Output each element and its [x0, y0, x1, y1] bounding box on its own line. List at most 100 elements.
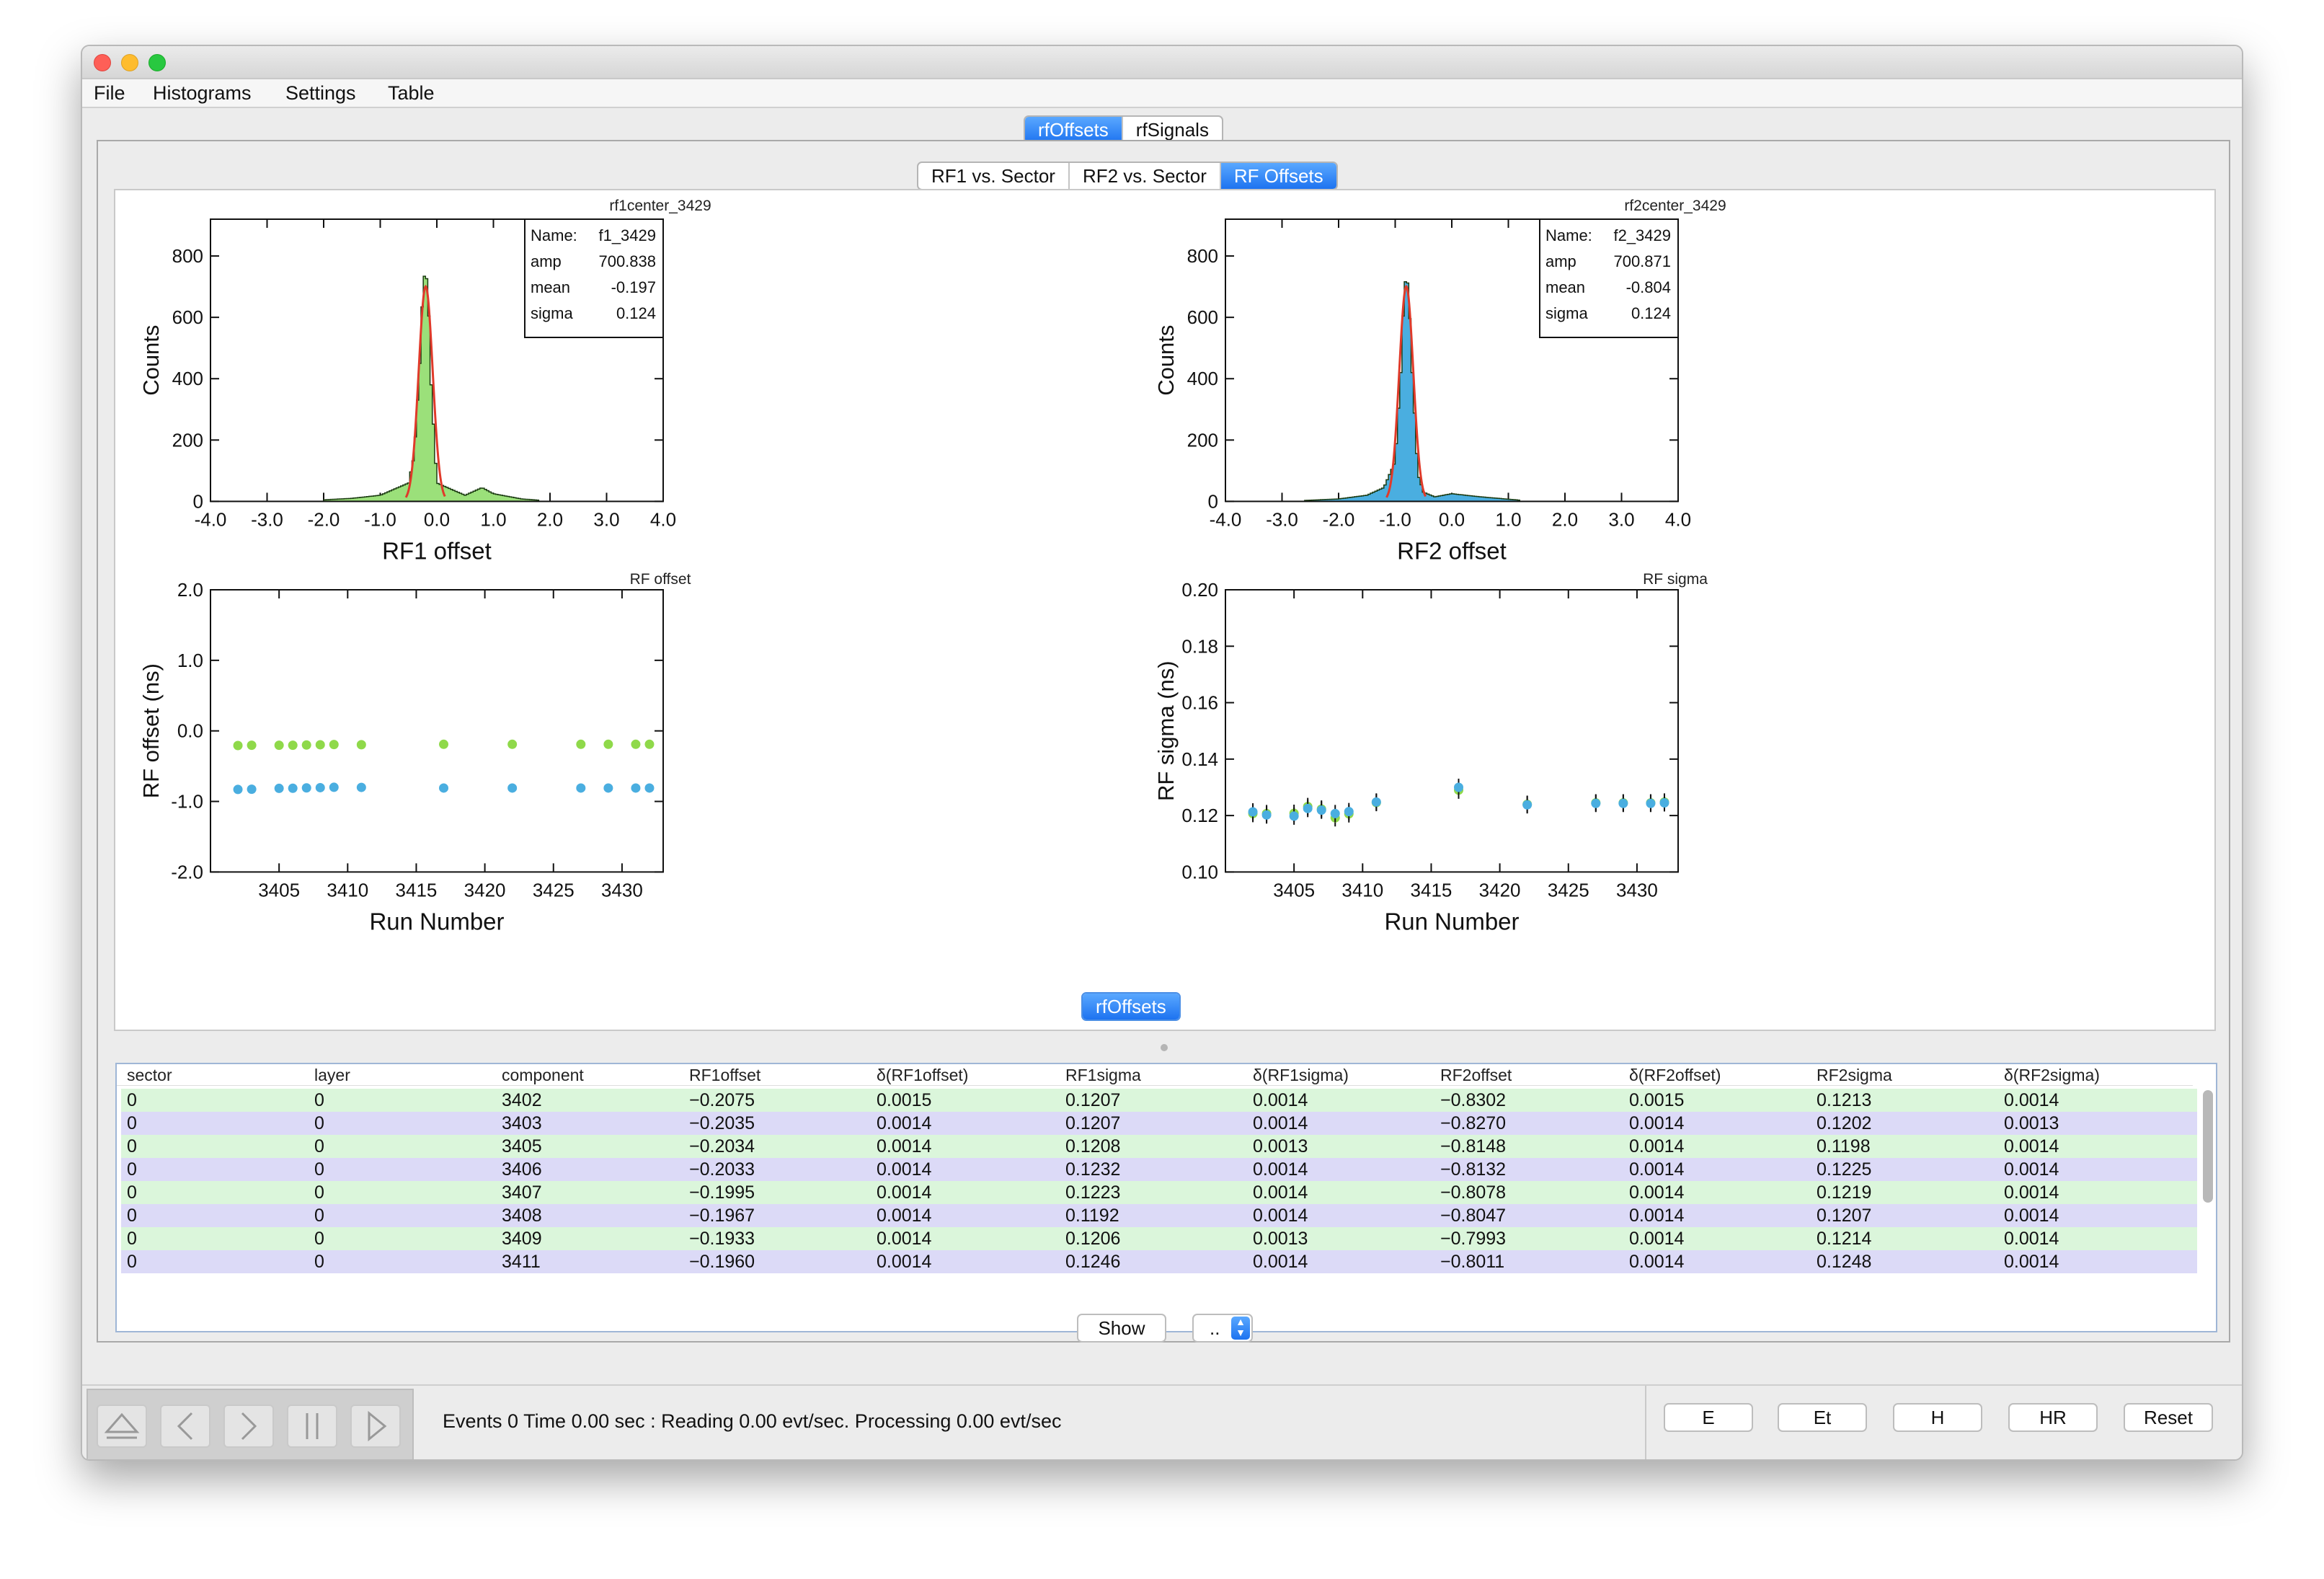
- maximize-window-icon[interactable]: [148, 54, 166, 71]
- x-tick-label: -2.0: [1323, 508, 1355, 530]
- table-cell: 0.1225: [1817, 1159, 1872, 1180]
- tab-rf1-vs-sector[interactable]: RF1 vs. Sector: [918, 163, 1070, 189]
- table-cell: 0.0014: [877, 1252, 932, 1272]
- column-header[interactable]: RF2sigma: [1817, 1066, 1892, 1084]
- tab-rf-offsets[interactable]: RF Offsets: [1220, 163, 1336, 189]
- column-header[interactable]: δ(RF1sigma): [1253, 1066, 1349, 1084]
- play-button[interactable]: [350, 1405, 401, 1448]
- tab-table-rfoffsets[interactable]: rfOffsets: [1083, 994, 1179, 1020]
- minimize-window-icon[interactable]: [121, 54, 138, 71]
- tab-rfsignals[interactable]: rfSignals: [1135, 119, 1209, 141]
- hr-button[interactable]: HR: [2008, 1403, 2098, 1432]
- options-select[interactable]: .. ▲ ▼: [1192, 1314, 1253, 1343]
- table-row[interactable]: 0 0 3411 −0.1960 0.0014 0.1246 0.0014 −0.8011 0.…: [121, 1250, 2197, 1273]
- table-row[interactable]: 0 0 3402 −0.2075 0.0015 0.1207 0.0014 −0.8302 0.…: [121, 1089, 2197, 1112]
- table-label-tab: rfOffsets: [1081, 992, 1181, 1021]
- table-row[interactable]: 0 0 3407 −0.1995 0.0014 0.1223 0.0014 −0.8078 0.…: [121, 1181, 2197, 1204]
- table-cell: 0.1192: [1065, 1206, 1119, 1226]
- x-tick-label: 3425: [1548, 879, 1589, 901]
- tab-rf2-vs-sector[interactable]: RF2 vs. Sector: [1070, 163, 1221, 189]
- table-row[interactable]: 0 0 3406 −0.2033 0.0014 0.1232 0.0014 −0.8132 0.…: [121, 1158, 2197, 1181]
- x-tick-label: 3425: [533, 879, 575, 901]
- x-tick-label: 3410: [1341, 879, 1383, 901]
- table-row[interactable]: 0 0 3409 −0.1933 0.0014 0.1206 0.0013 −0.7993 0.…: [121, 1227, 2197, 1250]
- menu-settings[interactable]: Settings: [285, 82, 356, 104]
- table-cell: 0.0014: [1253, 1252, 1308, 1272]
- menu-table[interactable]: Table: [388, 82, 435, 104]
- table-cell: 0: [314, 1182, 324, 1203]
- split-divider-handle[interactable]: [1161, 1044, 1168, 1051]
- bottom-toolbar: Events 0 Time 0.00 sec : Reading 0.00 ev…: [82, 1384, 2242, 1459]
- column-header[interactable]: RF1offset: [689, 1066, 761, 1084]
- table-cell: 0.0014: [1253, 1113, 1308, 1133]
- show-button[interactable]: Show: [1077, 1314, 1166, 1343]
- stats-key: amp: [1545, 252, 1576, 270]
- data-point: [507, 739, 518, 749]
- x-tick-label: 3430: [601, 879, 643, 901]
- select-stepper-icon: ▲ ▼: [1231, 1317, 1250, 1340]
- table-cell: 0.0014: [2004, 1252, 2059, 1272]
- column-header[interactable]: RF1sigma: [1065, 1066, 1141, 1084]
- data-point: [1454, 782, 1464, 792]
- x-tick-label: 3430: [1616, 879, 1658, 901]
- data-point: [576, 783, 586, 793]
- column-header[interactable]: sector: [127, 1066, 172, 1084]
- menu-bar: File Histograms Settings Table: [82, 79, 2242, 108]
- menu-histograms[interactable]: Histograms: [153, 82, 252, 104]
- tab-rfoffsets[interactable]: rfOffsets: [1025, 117, 1123, 143]
- column-header[interactable]: δ(RF1offset): [877, 1066, 969, 1084]
- fit-curve: [1385, 284, 1427, 498]
- data-point: [1289, 811, 1299, 821]
- table-cell: 0.0014: [1629, 1252, 1685, 1272]
- table-cell: −0.1995: [689, 1182, 755, 1203]
- g1-xlabel: Run Number: [369, 908, 504, 934]
- y-tick-label: 800: [1187, 245, 1218, 267]
- table-cell: 3402: [502, 1090, 542, 1110]
- data-point: [439, 783, 449, 793]
- graph-rf-offset: RF offset 3405 3410 3415 3420 3425 3430 -2.0 -1…: [138, 571, 691, 934]
- table-row[interactable]: 0 0 3405 −0.2034 0.0014 0.1208 0.0013 −0.8148 0.…: [121, 1135, 2197, 1158]
- table-row[interactable]: 0 0 3408 −0.1967 0.0014 0.1192 0.0014 −0.8047 0.…: [121, 1204, 2197, 1227]
- stats-key: sigma: [1545, 304, 1588, 322]
- eject-button[interactable]: [97, 1405, 147, 1448]
- stats-box: [1539, 218, 1679, 338]
- column-header[interactable]: RF2offset: [1440, 1066, 1512, 1084]
- table-cell: 0.1207: [1065, 1090, 1121, 1110]
- table-cell: 0.0014: [2004, 1206, 2059, 1226]
- x-tick-label: 1.0: [1495, 508, 1521, 530]
- menu-file[interactable]: File: [94, 82, 125, 104]
- column-header[interactable]: layer: [314, 1066, 350, 1084]
- e-button[interactable]: E: [1664, 1403, 1753, 1432]
- title-bar: [82, 46, 2242, 79]
- x-tick-label: 3.0: [593, 508, 619, 530]
- h-button[interactable]: H: [1893, 1403, 1982, 1432]
- table-cell: 0: [314, 1136, 324, 1156]
- x-tick-label: -4.0: [195, 508, 227, 530]
- column-header[interactable]: δ(RF2sigma): [2004, 1066, 2100, 1084]
- table-row[interactable]: 0 0 3403 −0.2035 0.0014 0.1207 0.0014 −0.8270 0.…: [121, 1112, 2197, 1135]
- table-cell: 0.1232: [1065, 1159, 1121, 1180]
- table-scrollbar[interactable]: [2203, 1090, 2213, 1203]
- data-point: [329, 740, 339, 750]
- reset-button[interactable]: Reset: [2124, 1403, 2213, 1432]
- data-point: [1591, 798, 1601, 808]
- chevron-right-icon: [241, 1412, 257, 1441]
- pause-button[interactable]: [287, 1405, 337, 1448]
- x-tick-label: 3420: [1479, 879, 1521, 901]
- next-button[interactable]: [223, 1405, 274, 1448]
- column-header[interactable]: component: [502, 1066, 584, 1084]
- data-point: [288, 783, 298, 793]
- table-cell: 0.1246: [1065, 1252, 1121, 1272]
- previous-button[interactable]: [160, 1405, 210, 1448]
- x-tick-label: -3.0: [251, 508, 283, 530]
- et-button[interactable]: Et: [1778, 1403, 1867, 1432]
- table-cell: 0: [314, 1206, 324, 1226]
- close-window-icon[interactable]: [94, 54, 111, 71]
- table-cell: 0.1248: [1817, 1252, 1872, 1272]
- h2-title: rf2center_3429: [1624, 198, 1726, 214]
- data-point: [288, 740, 298, 751]
- table-cell: −0.8078: [1440, 1182, 1507, 1203]
- table-cell: 0: [314, 1113, 324, 1133]
- column-header[interactable]: δ(RF2offset): [1629, 1066, 1721, 1084]
- g1-ylabel: RF offset (ns): [138, 663, 164, 798]
